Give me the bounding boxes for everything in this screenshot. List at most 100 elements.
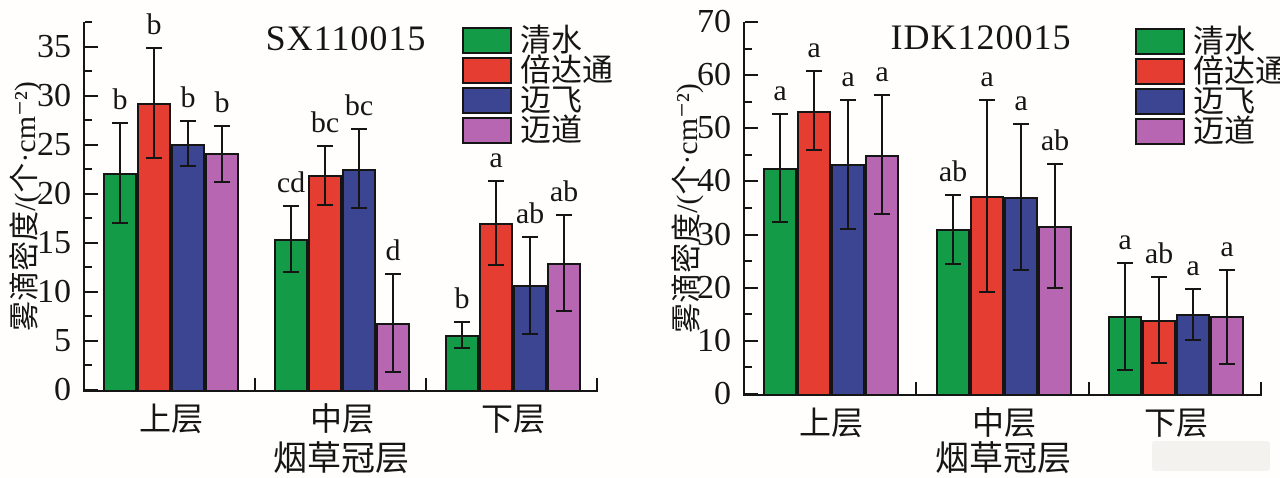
significance-letter: b [214, 86, 230, 119]
bar-迈飞-上层 [171, 144, 205, 392]
x-axis-label: 烟草冠层 [273, 441, 409, 478]
error-bar-cap-bottom [454, 347, 470, 349]
legend-label-迈飞: 迈飞 [1193, 84, 1255, 119]
significance-letter: bc [344, 89, 374, 122]
error-bar-cap-top [214, 125, 230, 127]
error-bar-stem [461, 322, 463, 348]
error-bar-stem [563, 215, 565, 311]
significance-letter: a [980, 60, 994, 93]
y-axis-line [743, 22, 745, 396]
error-bar-cap-bottom [1151, 362, 1167, 364]
x-category-label: 上层 [798, 405, 863, 441]
y-tick-label: 15 [37, 224, 71, 261]
x-boundary-tick [1260, 382, 1262, 394]
legend-label-倍达通: 倍达通 [1193, 54, 1280, 89]
watermark [1152, 441, 1270, 471]
error-bar-cap-bottom [385, 371, 401, 373]
error-bar-cap-bottom [1219, 363, 1235, 365]
significance-letter: b [146, 8, 162, 41]
y-tick-label: 50 [697, 109, 731, 146]
y-major-tick [745, 180, 758, 182]
error-bar-cap-top [979, 99, 995, 101]
error-bar-cap-bottom [874, 213, 890, 215]
error-bar-stem [392, 274, 394, 372]
error-bar-stem [1158, 277, 1160, 363]
error-bar-stem [529, 237, 531, 334]
y-major-tick [85, 242, 98, 244]
error-bar-cap-bottom [806, 149, 822, 151]
y-minor-tick [745, 260, 752, 262]
error-bar-cap-bottom [180, 165, 196, 167]
significance-letter: d [385, 234, 401, 267]
significance-letter: ab [1040, 124, 1070, 157]
error-bar-cap-top [1219, 269, 1235, 271]
legend-swatch-迈飞 [1135, 88, 1185, 115]
error-bar-cap-top [351, 128, 367, 130]
significance-letter: ab [549, 175, 579, 208]
y-minor-tick [85, 364, 92, 366]
error-bar-cap-bottom [1185, 339, 1201, 341]
y-major-tick [85, 193, 98, 195]
y-minor-tick [85, 168, 92, 170]
x-boundary-tick [596, 378, 598, 390]
significance-letter: a [807, 31, 821, 64]
y-tick-label: 0 [714, 375, 731, 412]
error-bar-cap-top [317, 145, 333, 147]
x-boundary-tick [425, 378, 427, 390]
significance-letter: b [180, 81, 196, 114]
significance-letter: a [773, 74, 787, 107]
y-tick-label: 30 [697, 216, 731, 253]
y-tick-label: 5 [54, 322, 71, 359]
significance-letter: a [1118, 223, 1132, 256]
y-major-tick [85, 389, 98, 391]
significance-letter: a [875, 55, 889, 88]
error-bar-cap-top [283, 205, 299, 207]
legend-swatch-清水 [1135, 28, 1185, 55]
significance-letter: cd [276, 166, 306, 199]
x-axis-line [743, 394, 1262, 396]
significance-letter: b [112, 83, 128, 116]
error-bar-cap-bottom [214, 181, 230, 183]
error-bar-cap-bottom [488, 264, 504, 266]
error-bar-stem [1192, 289, 1194, 340]
y-axis-line [83, 22, 85, 392]
y-tick-label: 0 [54, 371, 71, 408]
error-bar-stem [1124, 263, 1126, 370]
y-minor-tick [745, 366, 752, 368]
y-major-tick [745, 127, 758, 129]
y-minor-tick [745, 101, 752, 103]
error-bar-cap-top [112, 122, 128, 124]
x-category-label: 中层 [971, 405, 1036, 441]
y-minor-tick [85, 70, 92, 72]
y-major-tick [85, 291, 98, 293]
y-major-tick [745, 340, 758, 342]
error-bar-cap-top [1151, 276, 1167, 278]
significance-letter: b [454, 282, 470, 315]
legend-label-倍达通: 倍达通 [520, 53, 613, 88]
error-bar-cap-bottom [146, 157, 162, 159]
error-bar-cap-bottom [351, 207, 367, 209]
error-bar-cap-bottom [522, 333, 538, 335]
legend-label-清水: 清水 [520, 23, 582, 58]
bar-迈道-上层 [205, 153, 239, 392]
y-tick-label: 10 [697, 322, 731, 359]
error-bar-stem [324, 146, 326, 205]
x-boundary-tick [254, 378, 256, 390]
error-bar-cap-bottom [1117, 369, 1133, 371]
error-bar-cap-top [1047, 163, 1063, 165]
error-bar-cap-top [840, 99, 856, 101]
error-bar-cap-bottom [772, 221, 788, 223]
y-tick-label: 10 [37, 273, 71, 310]
y-minor-tick [85, 315, 92, 317]
error-bar-cap-top [522, 236, 538, 238]
significance-letter: a [489, 141, 503, 174]
x-category-label: 上层 [138, 401, 203, 437]
legend-label-迈道: 迈道 [520, 113, 582, 148]
legend-label-迈飞: 迈飞 [520, 83, 582, 118]
error-bar-cap-bottom [840, 228, 856, 230]
y-minor-tick [85, 266, 92, 268]
error-bar-stem [221, 126, 223, 182]
error-bar-stem [986, 100, 988, 292]
significance-letter: a [1220, 230, 1234, 263]
legend-swatch-倍达通 [1135, 58, 1185, 85]
